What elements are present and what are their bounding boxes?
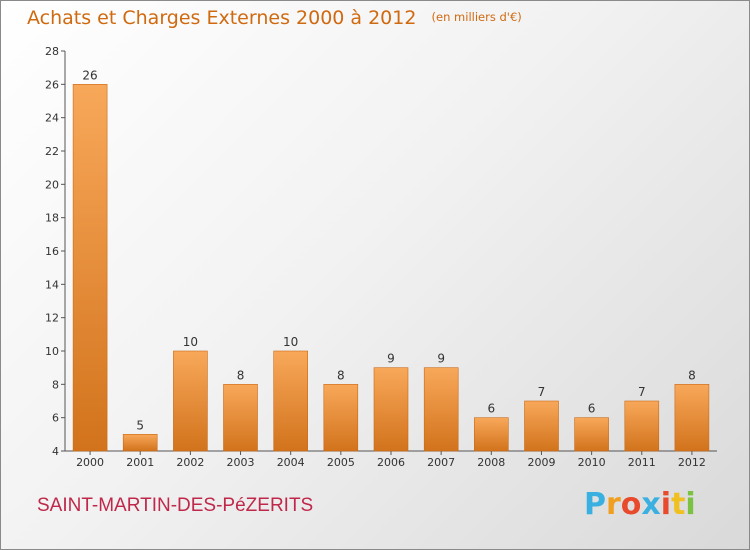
- y-tick-label: 6: [52, 412, 59, 425]
- y-tick-label: 22: [45, 145, 59, 158]
- logo-letter: i: [685, 487, 696, 522]
- y-tick-label: 20: [45, 178, 59, 191]
- bar-2010: [574, 417, 609, 452]
- logo-letter: o: [620, 487, 642, 522]
- x-tick-label-2005: 2005: [327, 456, 355, 469]
- x-tick-label-2002: 2002: [176, 456, 204, 469]
- y-tick-label: 26: [45, 78, 59, 91]
- logo-letter: t: [671, 487, 686, 522]
- y-tick-label: 24: [45, 112, 59, 125]
- commune-name: SAINT-MARTIN-DES-PéZERITS: [37, 495, 314, 516]
- y-tick-label: 16: [45, 245, 59, 258]
- data-label-2008: 6: [487, 402, 495, 416]
- x-tick-label-2003: 2003: [227, 456, 255, 469]
- data-label-2001: 5: [136, 418, 144, 432]
- logo-letter: x: [641, 487, 661, 522]
- x-tick-label-2006: 2006: [377, 456, 405, 469]
- proxiti-logo: Proxiti: [584, 487, 696, 522]
- data-label-2002: 10: [183, 335, 198, 349]
- bar-2008: [473, 417, 509, 452]
- x-tick-label-2009: 2009: [527, 456, 555, 469]
- bar-2001: [122, 433, 158, 452]
- bar-2012: [674, 383, 710, 452]
- x-tick-label-2008: 2008: [477, 456, 505, 469]
- bar-2009: [524, 400, 559, 452]
- bar-2003: [223, 383, 258, 452]
- x-tick-label-2007: 2007: [427, 456, 455, 469]
- data-label-2006: 9: [387, 352, 395, 366]
- x-tick-label-2001: 2001: [126, 456, 154, 469]
- x-tick-label-2012: 2012: [678, 456, 706, 469]
- chart-title: Achats et Charges Externes 2000 à 2012: [27, 7, 417, 29]
- y-tick-label: 12: [45, 312, 59, 325]
- bar-2005: [323, 383, 359, 452]
- bar-2007: [423, 367, 459, 452]
- data-label-2000: 26: [82, 68, 97, 82]
- bars: 26 5 10 8 10 8 9 9 6 7 6 7 8: [72, 68, 710, 452]
- y-tick-label: 4: [52, 445, 59, 458]
- x-tick-label-2004: 2004: [277, 456, 305, 469]
- y-tick-label: 14: [45, 278, 59, 291]
- bar-2002: [173, 350, 208, 452]
- x-tick-label-2011: 2011: [628, 456, 656, 469]
- data-label-2005: 8: [337, 368, 345, 382]
- chart-unit: (en milliers d'€): [431, 10, 522, 24]
- bar-2006: [373, 367, 409, 452]
- logo-letter: P: [584, 487, 606, 522]
- logo-letter: r: [606, 487, 621, 522]
- chart-header: Achats et Charges Externes 2000 à 2012 (…: [27, 7, 522, 29]
- data-label-2004: 10: [283, 335, 298, 349]
- y-tick-label: 18: [45, 212, 59, 225]
- x-tick-label-2010: 2010: [578, 456, 606, 469]
- y-tick-label: 28: [45, 45, 59, 58]
- y-tick-label: 10: [45, 345, 59, 358]
- bar-2000: [72, 84, 108, 452]
- x-tick-label-2000: 2000: [76, 456, 104, 469]
- data-label-2010: 6: [588, 402, 596, 416]
- data-label-2011: 7: [638, 385, 646, 399]
- data-label-2003: 8: [237, 368, 245, 382]
- data-label-2009: 7: [538, 385, 546, 399]
- bar-2011: [624, 400, 660, 452]
- logo-letter: i: [660, 487, 672, 522]
- bar-2004: [273, 350, 309, 452]
- y-tick-label: 8: [52, 378, 59, 391]
- data-label-2007: 9: [437, 352, 445, 366]
- data-label-2012: 8: [688, 368, 696, 382]
